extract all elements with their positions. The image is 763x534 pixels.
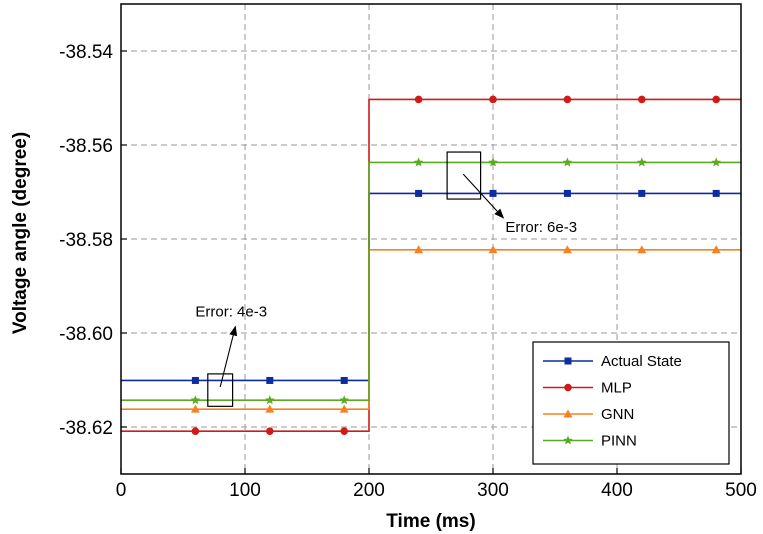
data-point-pinn [190,395,201,405]
data-point-pinn [711,157,721,167]
data-point-mlp [638,95,646,104]
series-lines [121,98,741,433]
x-tick-label: 500 [725,480,757,501]
x-tick-label: 100 [229,480,261,501]
y-tick-label: -38.62 [59,418,113,439]
y-tick-label: -38.58 [59,230,113,251]
legend-label-actual-state: Actual State [601,353,682,370]
legend-marker-pinn [563,435,573,445]
data-point-mlp [191,427,200,436]
data-point-mlp [266,427,274,436]
data-point-gnn [637,245,647,254]
legend-label-gnn: GNN [601,406,634,423]
data-point-gnn [562,245,572,254]
legend: Actual State MLP GNN PINN [532,341,730,465]
data-point-gnn [265,404,275,413]
legend-marker-actual-state [564,357,572,365]
data-point-pinn [413,157,424,167]
data-point-actual-state [340,376,348,384]
data-point-pinn [637,157,647,167]
data-point-pinn [488,157,498,167]
annotation-box-2 [446,151,482,200]
annotation-arrow-2 [462,173,505,219]
x-tick-label: 200 [353,480,385,501]
data-point-mlp [340,427,349,436]
data-point-actual-state [712,189,720,197]
data-point-pinn [265,395,275,405]
legend-label-pinn: PINN [601,433,637,450]
annotation-label-2: Error: 6e-3 [505,219,577,236]
series-line-pinn [121,161,741,402]
data-point-actual-state [638,189,646,197]
legend-label-mlp: MLP [601,380,632,397]
y-tick-label: -38.54 [59,42,113,63]
y-axis-title: Voltage angle (degree) [10,132,31,334]
data-point-actual-state [563,189,571,197]
series-markers [190,95,721,436]
annotation-box-1 [207,373,234,407]
data-point-pinn [339,395,349,405]
annotations: Error: 4e-3 Error: 6e-3 [195,151,577,407]
data-point-mlp [414,95,423,104]
data-point-gnn [488,245,498,254]
x-axis-title: Time (ms) [386,511,475,532]
data-point-actual-state [415,189,423,197]
data-point-gnn [711,245,721,254]
data-point-pinn [562,157,573,167]
legend-marker-mlp [564,383,572,392]
data-point-mlp [489,95,497,104]
data-point-gnn [190,404,200,413]
data-point-mlp [563,95,572,104]
data-point-mlp [712,95,720,104]
data-point-gnn [339,404,349,413]
annotation-label-1: Error: 4e-3 [195,304,267,321]
data-point-actual-state [191,376,199,384]
axis-ticks: 0 100 200 300 400 500 -38.54 -38.56 -38.58 -38.60… [59,42,757,501]
data-point-actual-state [489,189,497,197]
data-point-gnn [414,245,424,254]
data-point-actual-state [266,376,274,384]
y-tick-label: -38.60 [59,324,113,345]
annotation-arrow-1 [219,325,238,388]
x-tick-label: 300 [477,480,509,501]
y-tick-label: -38.56 [59,136,113,157]
legend-marker-gnn [563,409,573,418]
x-tick-label: 400 [601,480,633,501]
x-tick-label: 0 [116,480,127,501]
